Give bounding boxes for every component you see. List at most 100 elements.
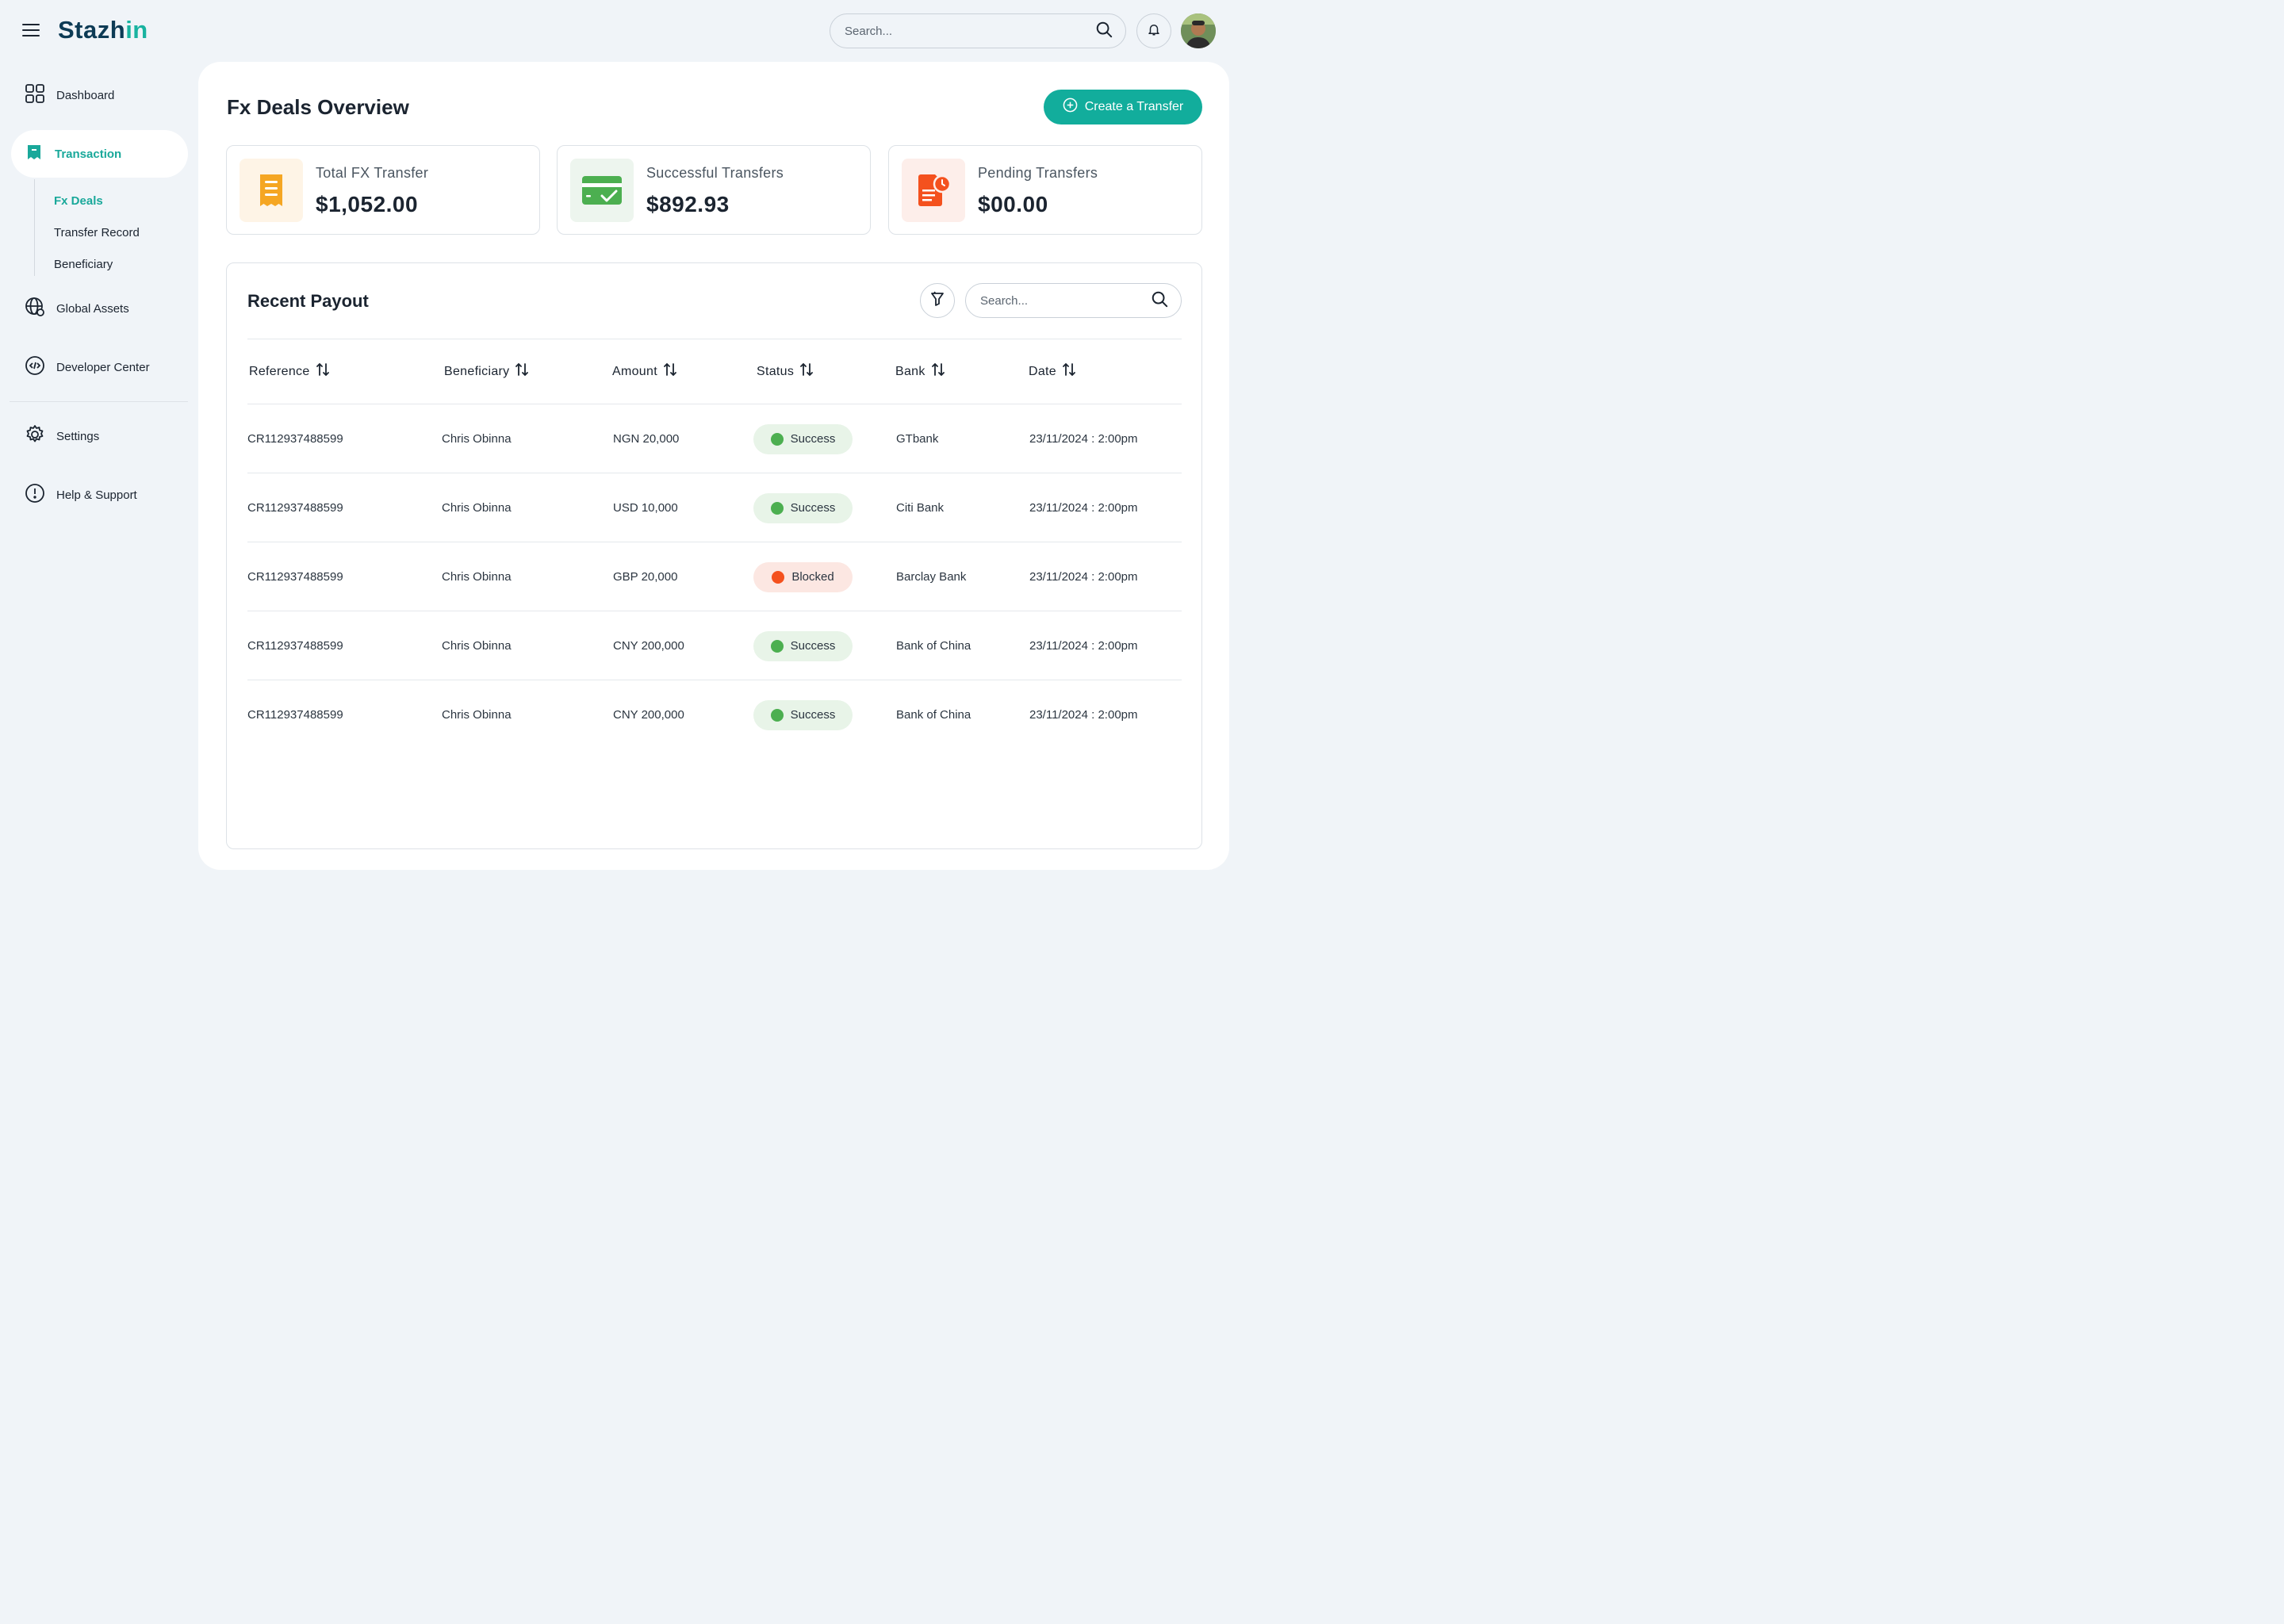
status-dot [770,708,784,722]
table-row[interactable]: CR112937488599 Chris Obinna CNY 200,000 … [227,680,1201,749]
sidebar-item-transaction[interactable]: Transaction [11,130,188,178]
document-clock-icon [902,159,965,222]
notifications-button[interactable] [1136,13,1171,48]
cell-amount: USD 10,000 [613,501,678,515]
cell-reference: CR112937488599 [247,708,343,722]
cell-beneficiary: Chris Obinna [442,432,512,446]
search-icon[interactable] [1151,290,1168,312]
cell-date: 23/11/2024 : 2:00pm [1029,432,1138,446]
cell-date: 23/11/2024 : 2:00pm [1029,708,1138,722]
table-row[interactable]: CR112937488599 Chris Obinna NGN 20,000 S… [227,404,1201,473]
table-row[interactable]: CR112937488599 Chris Obinna CNY 200,000 … [227,611,1201,680]
sidebar-item-developer-center[interactable]: Developer Center [11,343,188,391]
submenu-item-fx-deals[interactable]: Fx Deals [54,194,103,208]
cell-amount: NGN 20,000 [613,432,680,446]
table-search-bar [965,283,1182,318]
sidebar-item-global-assets[interactable]: Global Assets [11,285,188,332]
sidebar-item-dashboard[interactable]: Dashboard [11,71,188,119]
panel-title: Recent Payout [247,291,369,311]
transaction-submenu: Fx Deals Transfer Record Beneficiary [34,179,185,276]
column-header-bank[interactable]: Bank [895,362,945,381]
gear-icon [25,424,45,448]
plus-circle-icon [1063,98,1078,117]
card-label: Total FX Transfer [316,165,429,181]
column-header-date[interactable]: Date [1029,362,1075,381]
cell-bank: Bank of China [896,639,971,653]
top-search-input[interactable] [843,23,1095,39]
sort-icon [800,362,814,381]
sort-icon [515,362,529,381]
card-label: Pending Transfers [978,165,1098,181]
table-row[interactable]: CR112937488599 Chris Obinna USD 10,000 S… [227,473,1201,542]
column-header-reference[interactable]: Reference [249,362,329,381]
status-label: Success [790,708,836,722]
code-icon [25,355,45,379]
sidebar-item-settings[interactable]: Settings [11,412,188,460]
create-transfer-label: Create a Transfer [1084,100,1184,113]
transaction-icon [25,143,44,165]
cell-reference: CR112937488599 [247,639,343,653]
search-icon[interactable] [1095,21,1113,42]
sidebar-item-help-support[interactable]: Help & Support [11,471,188,519]
grid-icon [25,83,45,107]
status-dot [772,570,785,584]
column-header-label: Amount [612,364,657,378]
card-value: $00.00 [978,192,1048,216]
stat-card-successful: Successful Transfers $892.93 [557,145,871,235]
top-bar: Stazhin [0,0,1244,62]
bell-icon [1147,22,1161,40]
globe-icon [25,297,45,320]
cell-date: 23/11/2024 : 2:00pm [1029,501,1138,515]
status-label: Blocked [791,570,834,584]
menu-icon[interactable] [22,24,40,36]
cell-bank: Barclay Bank [896,570,967,584]
stat-card-total-fx: Total FX Transfer $1,052.00 [226,145,540,235]
status-label: Success [790,501,836,515]
cell-beneficiary: Chris Obinna [442,570,512,584]
cell-reference: CR112937488599 [247,432,343,446]
logo[interactable]: Stazhin [58,16,148,44]
create-transfer-button[interactable]: Create a Transfer [1044,90,1202,124]
filter-button[interactable] [920,283,955,318]
submenu-item-beneficiary[interactable]: Beneficiary [54,258,113,271]
cell-amount: CNY 200,000 [613,639,684,653]
cell-reference: CR112937488599 [247,501,343,515]
column-header-label: Status [757,364,795,378]
column-header-label: Beneficiary [444,364,510,378]
card-value: $892.93 [646,192,730,216]
table-row[interactable]: CR112937488599 Chris Obinna GBP 20,000 B… [227,542,1201,611]
main-content: Fx Deals Overview Create a Transfer Tota… [198,62,1229,870]
cell-bank: GTbank [896,432,939,446]
stat-card-pending: Pending Transfers $00.00 [888,145,1202,235]
sort-icon [664,362,676,381]
logo-accent-text: in [125,16,148,44]
avatar[interactable] [1181,13,1216,48]
status-dot [770,639,784,653]
column-header-beneficiary[interactable]: Beneficiary [444,362,529,381]
cell-bank: Citi Bank [896,501,945,515]
submenu-item-transfer-record[interactable]: Transfer Record [54,226,140,239]
card-check-icon [570,159,634,222]
sort-icon [1063,362,1075,381]
cell-status: Blocked [753,542,853,611]
logo-text: Stazh [58,16,126,44]
cell-beneficiary: Chris Obinna [442,501,512,515]
sort-icon [931,362,945,381]
cell-date: 23/11/2024 : 2:00pm [1029,639,1138,653]
column-header-label: Reference [249,364,310,378]
status-badge: Success [753,630,853,661]
status-label: Success [790,432,836,446]
column-header-amount[interactable]: Amount [612,362,676,381]
status-badge: Blocked [753,561,853,592]
cell-beneficiary: Chris Obinna [442,639,512,653]
column-header-label: Date [1029,364,1056,378]
status-dot [770,501,784,515]
top-search-bar [830,13,1126,48]
cell-amount: GBP 20,000 [613,570,678,584]
table-search-input[interactable] [979,293,1151,308]
sidebar-item-label: Global Assets [56,301,129,316]
cell-status: Success [753,611,853,680]
info-icon [25,483,45,507]
cell-beneficiary: Chris Obinna [442,708,512,722]
column-header-status[interactable]: Status [757,362,814,381]
